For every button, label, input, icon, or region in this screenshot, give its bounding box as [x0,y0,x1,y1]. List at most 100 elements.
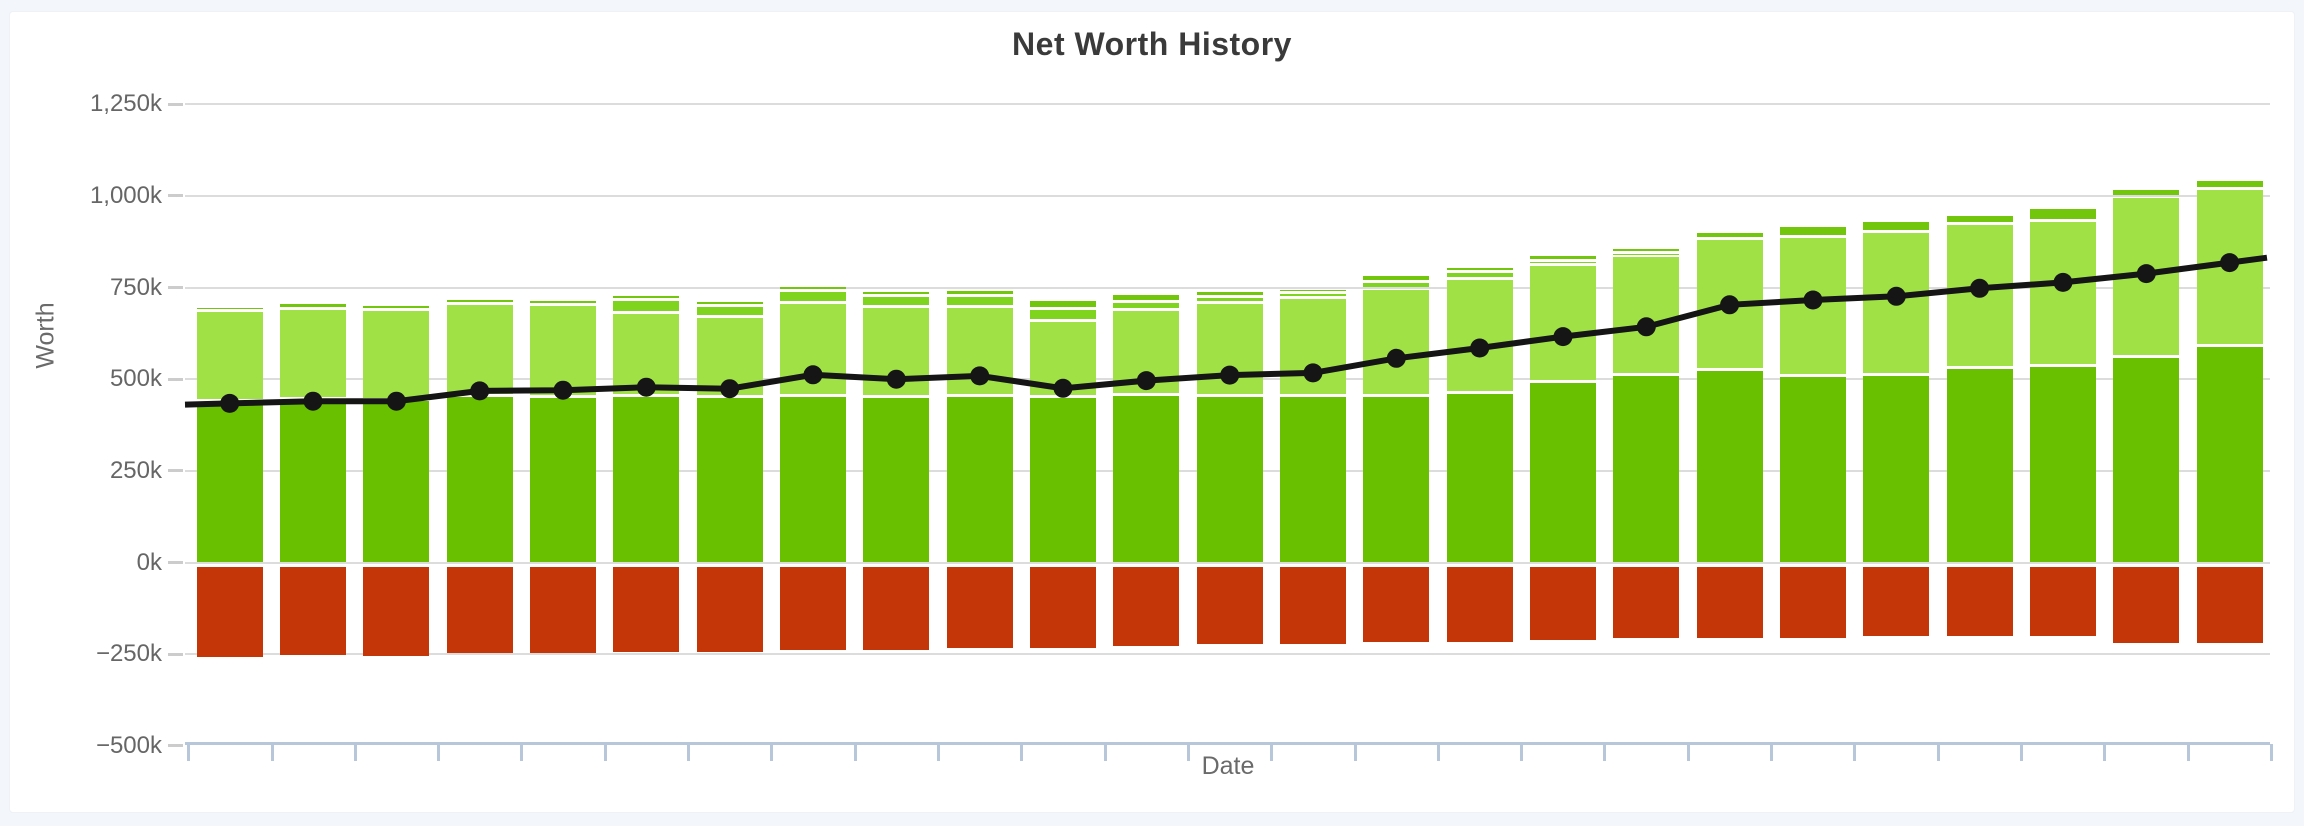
bar-segment-assets-dark-green[interactable] [280,400,347,563]
bar-segment-assets-top-green[interactable] [1446,267,1513,270]
net-worth-point[interactable] [1053,378,1073,398]
bar-segment-assets-top-green[interactable] [1279,290,1346,292]
bar-segment-assets-dark-green[interactable] [2113,358,2180,563]
bar-segment-liabilities-red[interactable] [1863,566,1930,636]
bar-segment-liabilities-red[interactable] [863,566,930,650]
bar-segment-assets-light-green[interactable] [1529,265,1596,380]
net-worth-point[interactable] [2053,272,2073,292]
bar-segment-assets-dark-green[interactable] [196,401,263,563]
bar-segment-liabilities-red[interactable] [196,566,263,658]
bar-segment-assets-light-green[interactable] [280,309,347,398]
bar-segment-assets-light-green[interactable] [2029,221,2096,364]
net-worth-point[interactable] [1220,365,1240,385]
net-worth-point[interactable] [303,391,323,411]
bar-segment-liabilities-red[interactable] [613,566,680,652]
bar-segment-assets-top-green[interactable] [1696,232,1763,238]
bar-segment-liabilities-red[interactable] [2113,566,2180,644]
bar-segment-assets-top-green[interactable] [1779,227,1846,235]
bar-segment-assets-top-green[interactable] [2196,181,2263,187]
bar-segment-assets-band-green[interactable] [1529,262,1596,264]
bar-segment-assets-dark-green[interactable] [946,396,1013,563]
bar-segment-liabilities-red[interactable] [2196,566,2263,644]
bar-segment-assets-dark-green[interactable] [863,397,930,563]
bar-segment-assets-top-green[interactable] [696,302,763,305]
bar-segment-assets-dark-green[interactable] [613,396,680,563]
bar-segment-assets-band-green[interactable] [1446,272,1513,278]
bar-segment-assets-dark-green[interactable] [1030,397,1096,563]
net-worth-point[interactable] [1970,278,1990,298]
bar-segment-assets-top-green[interactable] [280,304,347,307]
bar-segment-assets-top-green[interactable] [1196,291,1263,295]
bar-segment-assets-dark-green[interactable] [1446,393,1513,563]
bar-segment-liabilities-red[interactable] [1030,566,1096,648]
bar-segment-assets-top-green[interactable] [1030,301,1096,307]
bar-segment-assets-band-green[interactable] [613,301,680,311]
bar-segment-liabilities-red[interactable] [280,566,347,655]
bar-segment-assets-top-green[interactable] [2029,209,2096,219]
bar-segment-assets-dark-green[interactable] [530,398,597,563]
bar-segment-liabilities-red[interactable] [446,566,513,654]
bar-segment-assets-top-green[interactable] [1863,222,1930,230]
bar-segment-assets-top-green[interactable] [780,286,846,290]
net-worth-point[interactable] [386,391,406,411]
bar-segment-liabilities-red[interactable] [696,566,763,652]
bar-segment-assets-light-green[interactable] [1613,257,1680,374]
net-worth-point[interactable] [720,379,740,399]
bar-segment-assets-band-green[interactable] [1279,294,1346,296]
bar-segment-assets-band-green[interactable] [1113,302,1180,308]
bar-segment-assets-top-green[interactable] [363,305,430,308]
net-worth-point[interactable] [470,381,490,401]
bar-segment-assets-top-green[interactable] [946,291,1013,294]
bar-segment-assets-light-green[interactable] [1446,280,1513,391]
net-worth-point[interactable] [636,377,656,397]
bar-segment-assets-top-green[interactable] [1529,256,1596,260]
bar-segment-assets-top-green[interactable] [613,295,680,299]
bar-segment-liabilities-red[interactable] [1363,566,1430,642]
bar-segment-assets-dark-green[interactable] [1279,397,1346,563]
net-worth-point[interactable] [970,366,990,386]
bar-segment-assets-dark-green[interactable] [1863,375,1930,563]
bar-segment-assets-dark-green[interactable] [446,396,513,563]
bar-segment-assets-top-green[interactable] [530,301,597,304]
net-worth-point[interactable] [1553,327,1573,347]
bar-segment-liabilities-red[interactable] [1613,566,1680,638]
bar-segment-assets-top-green[interactable] [863,291,930,295]
bar-segment-liabilities-red[interactable] [1696,566,1763,638]
net-worth-point[interactable] [553,380,573,400]
bar-segment-assets-light-green[interactable] [446,305,513,394]
net-worth-point[interactable] [1886,286,1906,306]
bar-segment-assets-dark-green[interactable] [1113,395,1180,563]
bar-segment-assets-top-green[interactable] [1613,249,1680,251]
bar-segment-assets-top-green[interactable] [1113,295,1180,300]
bar-segment-liabilities-red[interactable] [1946,566,2013,636]
bar-segment-assets-top-green[interactable] [1363,276,1430,281]
bar-segment-assets-top-green[interactable] [196,307,263,310]
net-worth-point[interactable] [1803,290,1823,310]
bar-segment-assets-band-green[interactable] [1363,283,1430,288]
net-worth-point[interactable] [2136,264,2156,284]
bar-segment-assets-dark-green[interactable] [1696,371,1763,563]
bar-segment-liabilities-red[interactable] [1196,566,1263,644]
bar-segment-assets-band-green[interactable] [1613,253,1680,255]
bar-segment-assets-dark-green[interactable] [1779,377,1846,563]
bar-segment-assets-dark-green[interactable] [780,396,846,563]
net-worth-point[interactable] [2220,253,2240,273]
net-worth-point[interactable] [1720,295,1740,315]
bar-segment-liabilities-red[interactable] [1279,566,1346,644]
bar-segment-assets-band-green[interactable] [1030,309,1096,320]
bar-segment-assets-band-green[interactable] [863,297,930,306]
bar-segment-assets-band-green[interactable] [1196,297,1263,302]
net-worth-point[interactable] [1386,348,1406,368]
bar-segment-assets-dark-green[interactable] [1529,382,1596,563]
bar-segment-assets-dark-green[interactable] [1613,376,1680,563]
bar-segment-assets-dark-green[interactable] [1946,369,2013,563]
bar-segment-assets-light-green[interactable] [196,312,263,399]
bar-segment-assets-dark-green[interactable] [696,398,763,563]
bar-segment-liabilities-red[interactable] [946,566,1013,649]
bar-segment-assets-light-green[interactable] [530,306,597,396]
bar-segment-assets-band-green[interactable] [696,307,763,316]
net-worth-point[interactable] [220,393,240,413]
bar-segment-assets-dark-green[interactable] [363,401,430,563]
bar-segment-liabilities-red[interactable] [2029,566,2096,636]
bar-segment-assets-top-green[interactable] [2113,189,2180,196]
